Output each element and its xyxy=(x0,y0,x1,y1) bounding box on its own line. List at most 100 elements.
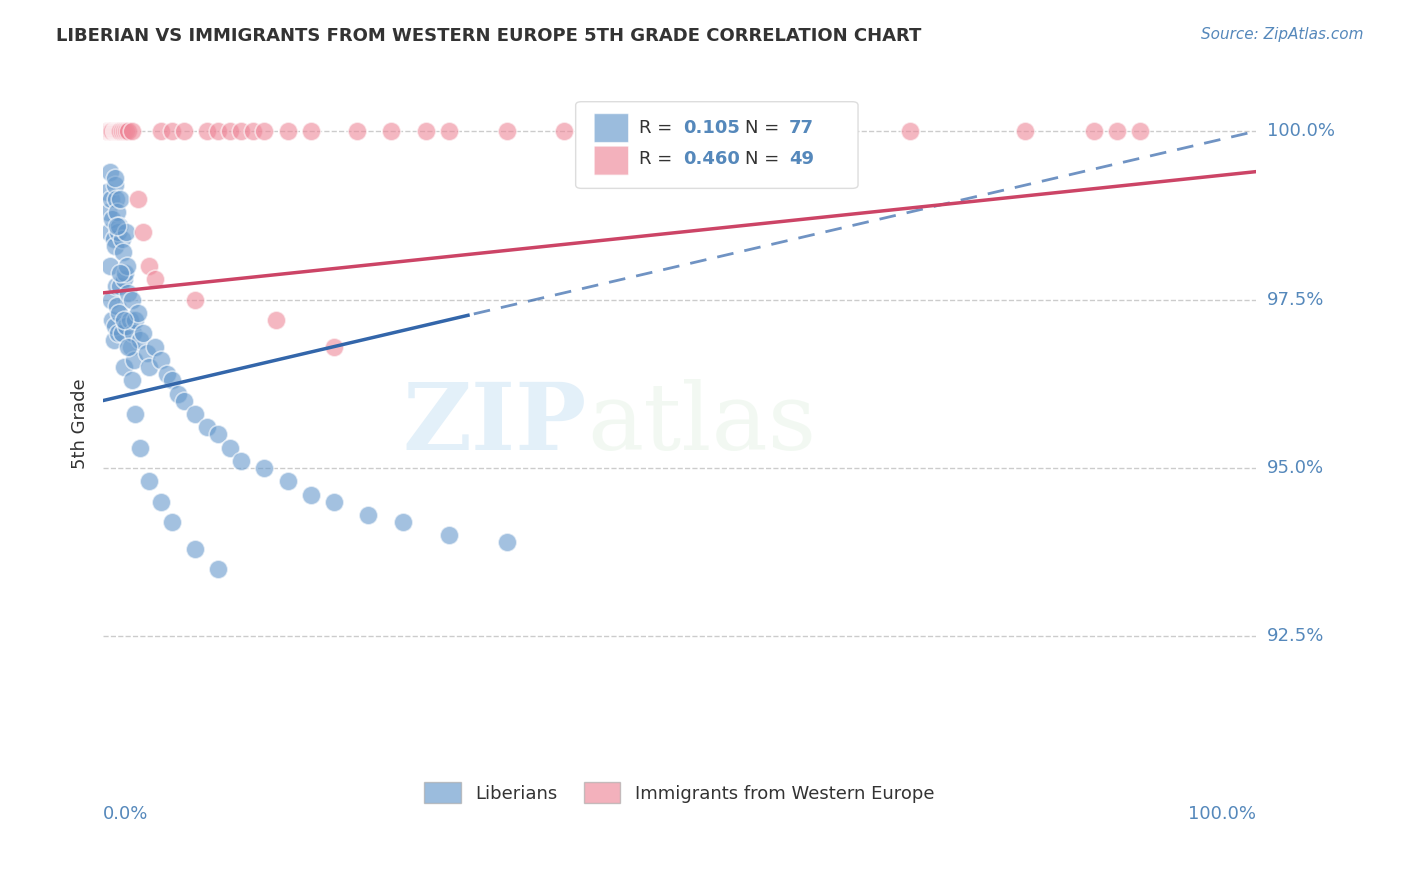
Point xyxy=(104,124,127,138)
Point xyxy=(112,312,135,326)
Point xyxy=(219,441,242,455)
Point xyxy=(100,293,122,307)
Point xyxy=(122,326,145,341)
Point xyxy=(115,124,138,138)
Point xyxy=(105,124,128,138)
Point xyxy=(112,272,135,286)
Point xyxy=(380,124,402,138)
Point xyxy=(219,124,242,138)
Point xyxy=(127,306,149,320)
Point xyxy=(299,488,322,502)
Point xyxy=(132,225,155,239)
Text: 100.0%: 100.0% xyxy=(1188,805,1256,823)
Point xyxy=(110,266,132,280)
Point xyxy=(149,124,172,138)
Text: N =: N = xyxy=(745,150,785,168)
Point xyxy=(1107,124,1129,138)
Point xyxy=(138,359,160,374)
Text: 95.0%: 95.0% xyxy=(1267,458,1324,477)
Point xyxy=(138,259,160,273)
Point xyxy=(103,333,125,347)
Text: 0.460: 0.460 xyxy=(683,150,740,168)
Point xyxy=(132,326,155,341)
Point xyxy=(96,185,118,199)
Text: Source: ZipAtlas.com: Source: ZipAtlas.com xyxy=(1201,27,1364,42)
Point xyxy=(437,528,460,542)
Point xyxy=(107,124,129,138)
Point xyxy=(207,562,229,576)
Point xyxy=(357,508,380,522)
Point xyxy=(110,124,132,138)
Text: LIBERIAN VS IMMIGRANTS FROM WESTERN EUROPE 5TH GRADE CORRELATION CHART: LIBERIAN VS IMMIGRANTS FROM WESTERN EURO… xyxy=(56,27,921,45)
Point xyxy=(264,312,287,326)
Point xyxy=(668,124,690,138)
Point xyxy=(195,420,218,434)
Point xyxy=(105,205,128,219)
Point xyxy=(105,299,128,313)
Point xyxy=(121,293,143,307)
Point xyxy=(120,340,142,354)
Text: 92.5%: 92.5% xyxy=(1267,627,1324,645)
Point xyxy=(124,407,146,421)
Point xyxy=(277,124,299,138)
Point xyxy=(105,219,128,233)
Point xyxy=(111,245,134,260)
Point xyxy=(121,124,143,138)
FancyBboxPatch shape xyxy=(575,102,858,188)
Text: 97.5%: 97.5% xyxy=(1267,291,1324,309)
Point xyxy=(127,192,149,206)
Point xyxy=(253,124,276,138)
Text: N =: N = xyxy=(745,119,785,137)
Point xyxy=(184,407,207,421)
Point xyxy=(346,124,368,138)
Point xyxy=(437,124,460,138)
Point xyxy=(173,393,195,408)
Point xyxy=(114,266,136,280)
Text: R =: R = xyxy=(640,119,678,137)
Point xyxy=(117,285,139,300)
Point xyxy=(118,312,141,326)
Point xyxy=(101,312,124,326)
Point xyxy=(149,353,172,368)
Point xyxy=(391,515,413,529)
Point xyxy=(110,232,132,246)
Point xyxy=(96,124,118,138)
Point xyxy=(104,192,127,206)
Point xyxy=(117,259,139,273)
Point xyxy=(167,386,190,401)
Point xyxy=(184,541,207,556)
FancyBboxPatch shape xyxy=(595,113,628,143)
Text: 77: 77 xyxy=(789,119,814,137)
Point xyxy=(110,124,132,138)
Point xyxy=(98,164,121,178)
Point xyxy=(898,124,921,138)
Y-axis label: 5th Grade: 5th Grade xyxy=(72,379,89,469)
Point xyxy=(231,454,253,468)
Point xyxy=(108,219,131,233)
Point xyxy=(162,124,184,138)
Point xyxy=(100,124,122,138)
Point xyxy=(495,124,517,138)
Point xyxy=(322,340,344,354)
Point xyxy=(184,293,207,307)
Point xyxy=(149,494,172,508)
FancyBboxPatch shape xyxy=(595,146,628,175)
Point xyxy=(97,205,120,219)
Point xyxy=(207,427,229,442)
Point xyxy=(103,124,125,138)
Text: 100.0%: 100.0% xyxy=(1267,122,1334,140)
Point xyxy=(108,306,131,320)
Point xyxy=(242,124,264,138)
Point xyxy=(415,124,437,138)
Point xyxy=(117,340,139,354)
Point xyxy=(110,326,132,341)
Point xyxy=(104,279,127,293)
Legend: Liberians, Immigrants from Western Europe: Liberians, Immigrants from Western Europ… xyxy=(418,775,942,810)
Point xyxy=(104,238,127,252)
Point xyxy=(101,211,124,226)
Point xyxy=(135,346,157,360)
Point xyxy=(97,124,120,138)
Point xyxy=(101,124,124,138)
Point xyxy=(98,259,121,273)
Point xyxy=(299,124,322,138)
